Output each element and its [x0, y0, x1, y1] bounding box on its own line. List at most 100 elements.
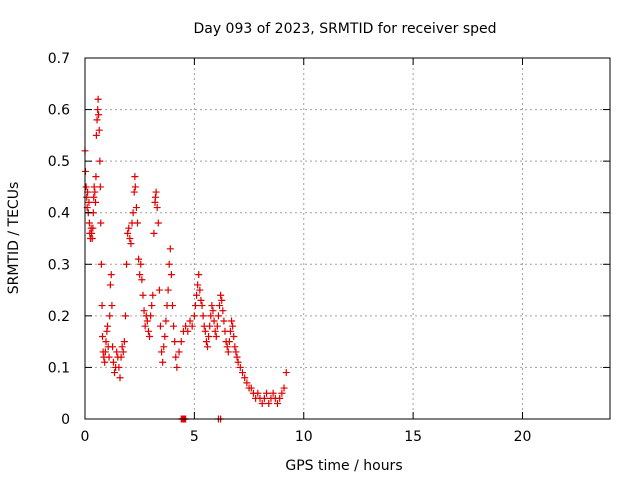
- data-point: [166, 245, 174, 253]
- data-point: [125, 224, 133, 232]
- x-tick-label: 5: [190, 429, 199, 445]
- data-point: [113, 348, 121, 356]
- data-point: [127, 240, 135, 248]
- y-tick-label: 0.3: [48, 257, 70, 273]
- data-point: [123, 260, 131, 268]
- data-point: [170, 322, 178, 330]
- data-point: [214, 312, 222, 320]
- data-point: [116, 374, 124, 382]
- data-point: [92, 198, 99, 206]
- data-point: [98, 302, 106, 310]
- data-point: [265, 400, 273, 408]
- data-point: [211, 327, 219, 335]
- x-axis-label: GPS time / hours: [285, 458, 402, 474]
- data-point: [231, 343, 239, 351]
- data-point: [88, 229, 96, 237]
- data-point: [188, 322, 196, 330]
- data-point: [184, 327, 192, 335]
- data-point: [216, 302, 224, 310]
- data-point: [158, 348, 166, 356]
- data-point: [117, 353, 125, 361]
- data-point: [90, 193, 98, 201]
- data-point: [276, 394, 284, 402]
- data-point: [229, 322, 237, 330]
- data-point: [164, 286, 172, 294]
- y-tick-label: 0.7: [48, 51, 70, 67]
- data-point: [234, 358, 242, 366]
- data-point: [223, 343, 231, 351]
- data-point: [175, 348, 183, 356]
- data-point: [236, 363, 244, 371]
- data-point: [92, 173, 100, 181]
- data-point: [106, 312, 114, 320]
- data-point: [115, 363, 123, 371]
- data-point: [139, 291, 147, 299]
- data-point: [282, 369, 290, 377]
- x-tick-label: 0: [81, 429, 90, 445]
- data-point: [135, 255, 143, 263]
- data-point: [258, 400, 266, 408]
- data-point: [167, 271, 175, 279]
- data-point: [96, 183, 104, 191]
- data-point: [146, 332, 154, 340]
- data-point: [207, 312, 215, 320]
- data-point: [144, 327, 152, 335]
- data-point: [82, 183, 90, 191]
- data-point: [102, 338, 110, 346]
- data-point: [147, 312, 155, 320]
- data-point: [194, 281, 202, 289]
- data-point: [134, 219, 141, 227]
- data-point: [85, 219, 93, 227]
- data-point: [148, 302, 156, 310]
- data-point: [108, 302, 116, 310]
- y-tick-label: 0: [61, 412, 70, 428]
- data-point: [160, 343, 168, 351]
- data-point: [225, 338, 233, 346]
- data-point: [210, 317, 218, 325]
- data-point: [105, 353, 113, 361]
- data-point: [104, 322, 112, 330]
- data-point: [232, 348, 240, 356]
- data-point: [94, 95, 102, 103]
- data-point: [172, 353, 180, 361]
- data-points: [81, 95, 290, 423]
- data-point: [220, 317, 228, 325]
- data-point: [219, 307, 227, 315]
- data-point: [171, 338, 179, 346]
- data-point: [278, 389, 286, 397]
- data-point: [109, 358, 117, 366]
- data-point: [97, 219, 105, 227]
- data-point: [154, 219, 162, 227]
- data-point: [95, 111, 103, 119]
- data-point: [186, 317, 194, 325]
- data-point: [155, 286, 163, 294]
- y-axis-label: SRMTID / TECUs: [6, 182, 22, 295]
- chart-title: Day 093 of 2023, SRMTID for receiver spe…: [193, 21, 496, 37]
- data-point: [152, 188, 160, 196]
- data-point: [93, 116, 101, 124]
- data-point: [209, 307, 217, 315]
- data-point: [91, 188, 99, 196]
- data-point: [195, 271, 203, 279]
- data-point: [228, 317, 236, 325]
- data-point: [169, 302, 176, 310]
- plot-frame: [84, 57, 611, 420]
- data-point: [92, 131, 100, 139]
- data-point: [118, 343, 126, 351]
- data-point: [136, 271, 144, 279]
- data-point: [126, 235, 134, 242]
- data-point: [233, 353, 241, 361]
- x-tick-label: 10: [295, 429, 313, 445]
- data-point: [206, 322, 214, 330]
- data-point: [149, 291, 157, 299]
- data-point: [88, 235, 96, 242]
- data-point: [130, 188, 138, 196]
- data-point: [120, 338, 128, 346]
- data-point: [138, 276, 146, 284]
- grid: [85, 58, 610, 419]
- data-point: [131, 173, 139, 181]
- data-point: [111, 369, 119, 377]
- data-point: [218, 296, 226, 304]
- data-point: [224, 348, 232, 356]
- y-axis-ticks: 0 0.1 0.2 0.3 0.4 0.5 0.6 0.7: [48, 51, 610, 428]
